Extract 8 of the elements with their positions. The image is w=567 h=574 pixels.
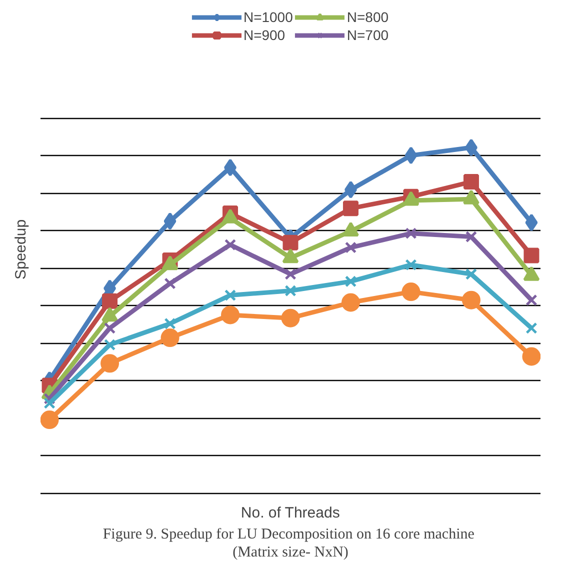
legend-label: N=1000 <box>243 9 293 25</box>
legend-label: N=800 <box>346 9 389 25</box>
x-axis-title: No. of Threads <box>240 504 340 522</box>
caption: Figure 9. Speedup for LU Decomposition on 16 core machine <box>102 526 475 542</box>
text: (Matrix size- NxN) <box>232 544 348 560</box>
legend-label: N=700 <box>346 27 389 43</box>
legend-label: N=900 <box>243 27 286 43</box>
y-axis-title: Speedup <box>12 219 30 280</box>
